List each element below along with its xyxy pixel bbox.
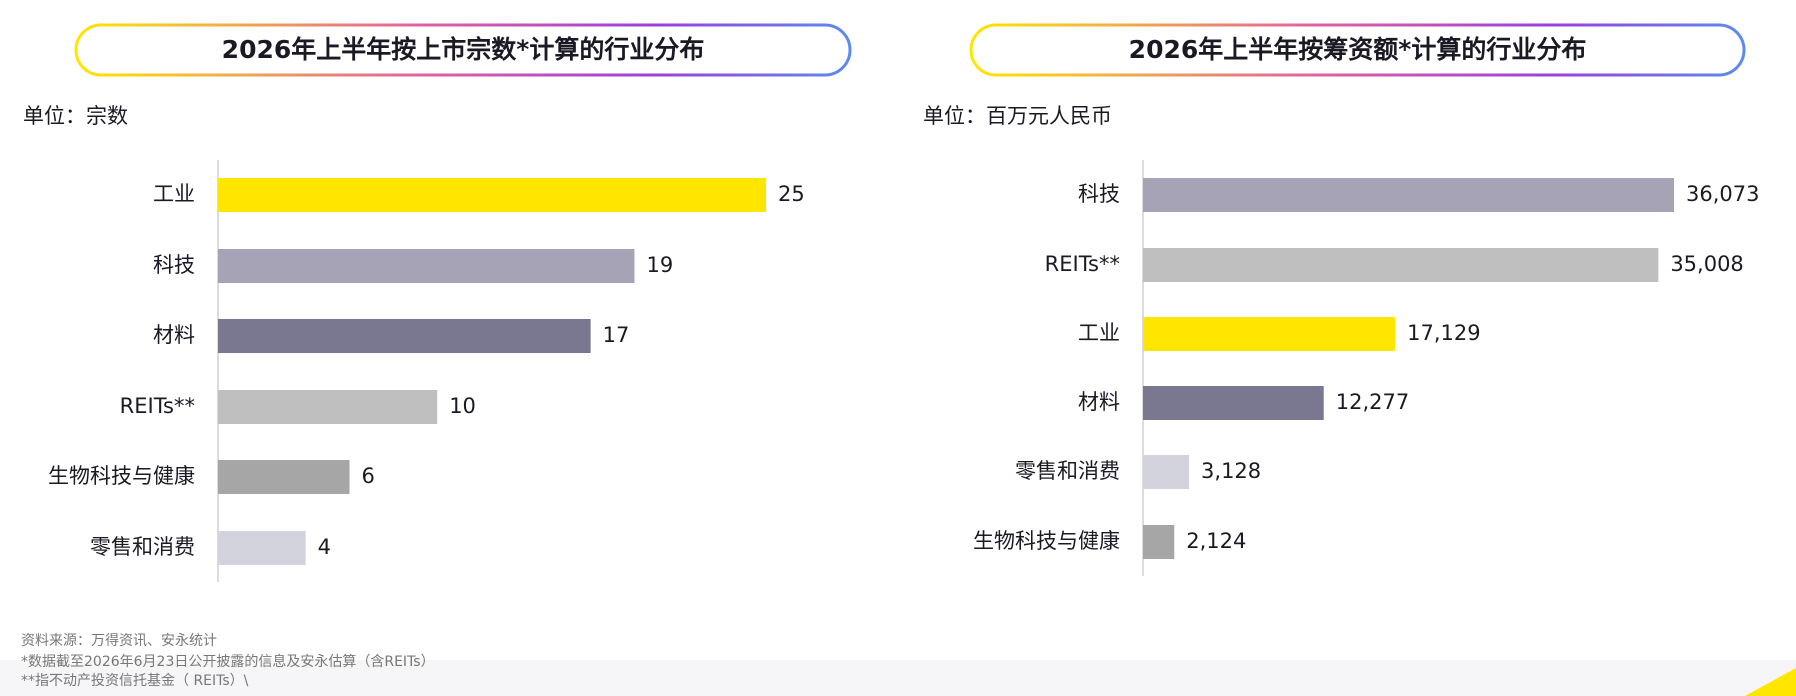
category-label: 材料: [153, 323, 195, 347]
category-label: 生物科技与健康: [973, 529, 1120, 553]
chart-title: 2026年上半年按筹资额*计算的行业分布: [1129, 35, 1587, 64]
value-label: 4: [318, 535, 331, 559]
value-label: 3,128: [1201, 459, 1261, 483]
bar: [218, 390, 438, 424]
logo-mark: [1745, 668, 1796, 696]
value-label: 12,277: [1336, 390, 1409, 414]
footer-band: [0, 660, 1796, 696]
value-label: 6: [362, 464, 375, 488]
bar: [1143, 317, 1396, 351]
value-label: 17,129: [1407, 321, 1480, 345]
category-label: 工业: [1078, 321, 1120, 345]
category-label: 科技: [153, 253, 195, 277]
bar: [218, 460, 350, 494]
category-label: 科技: [1078, 182, 1120, 206]
category-label: REITs**: [120, 394, 195, 418]
value-label: 36,073: [1686, 182, 1759, 206]
bar: [1143, 178, 1674, 212]
unit-label: 单位：宗数: [23, 104, 128, 128]
category-label: 工业: [153, 182, 195, 206]
bar: [218, 319, 591, 353]
value-label: 35,008: [1670, 252, 1743, 276]
title-pill: [74, 23, 852, 77]
bar: [1143, 455, 1190, 489]
category-label: 材料: [1078, 390, 1120, 414]
note: 资料来源：万得资讯、安永统计: [21, 632, 217, 649]
value-label: 17: [603, 323, 630, 347]
value-label: 19: [646, 253, 673, 277]
category-label: 零售和消费: [1015, 459, 1120, 483]
bar: [218, 531, 306, 565]
chart-title: 2026年上半年按上市宗数*计算的行业分布: [222, 35, 705, 64]
value-label: 25: [778, 182, 805, 206]
bar: [1143, 386, 1324, 420]
note: **指不动产投资信托基金（ REITs）\: [21, 672, 249, 689]
value-label: 2,124: [1186, 529, 1246, 553]
note: *数据截至2026年6月23日公开披露的信息及安永估算（含REITs）: [21, 653, 435, 670]
category-label: 零售和消费: [90, 535, 195, 559]
unit-label: 单位：百万元人民币: [923, 104, 1112, 128]
bar: [218, 178, 766, 212]
title-pill: [969, 23, 1746, 77]
category-label: 生物科技与健康: [48, 464, 195, 488]
value-label: 10: [449, 394, 476, 418]
bar: [1143, 248, 1659, 282]
category-label: REITs**: [1045, 252, 1120, 276]
bar: [218, 249, 635, 283]
bar: [1143, 525, 1175, 559]
